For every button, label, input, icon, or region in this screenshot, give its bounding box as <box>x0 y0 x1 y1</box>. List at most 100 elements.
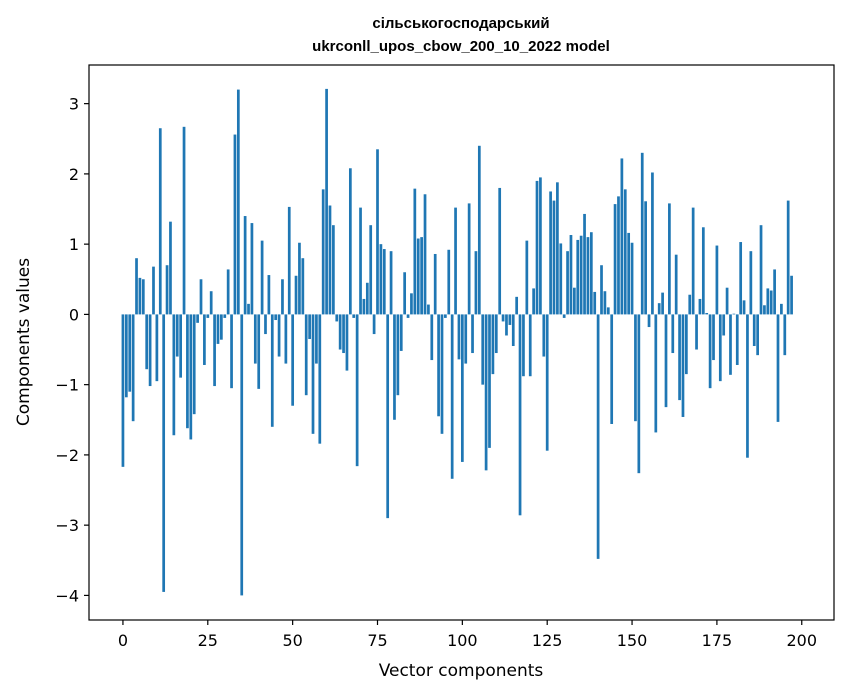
bar <box>725 287 729 315</box>
bar <box>250 223 254 315</box>
bar <box>158 128 162 315</box>
bar <box>691 207 695 315</box>
y-tick-label: 3 <box>69 95 79 114</box>
bar <box>223 314 227 318</box>
bars-group <box>121 88 793 596</box>
bar <box>345 314 349 371</box>
bar <box>457 314 461 360</box>
bar <box>257 314 261 389</box>
bar <box>783 314 787 356</box>
bar <box>780 303 783 315</box>
bar <box>186 314 189 429</box>
bar <box>321 189 325 315</box>
bar <box>746 314 749 458</box>
bar <box>406 314 410 318</box>
bar <box>203 314 206 365</box>
bar <box>209 291 213 315</box>
bar <box>386 314 390 519</box>
bar <box>718 314 722 382</box>
bar <box>722 314 726 336</box>
bar <box>260 240 264 315</box>
bar <box>281 279 284 315</box>
bar <box>606 307 610 315</box>
bar <box>196 314 199 323</box>
bar <box>372 314 376 335</box>
bar <box>556 182 559 315</box>
bar <box>654 314 658 433</box>
bar <box>488 314 491 448</box>
bar <box>138 277 142 315</box>
bar <box>729 314 732 375</box>
y-axis-label: Components values <box>14 258 34 426</box>
bar <box>542 314 546 357</box>
bar <box>294 275 298 315</box>
bar <box>454 207 457 315</box>
bar <box>236 89 240 315</box>
bar <box>338 314 342 350</box>
bar <box>427 304 430 315</box>
bar <box>169 221 172 315</box>
bar <box>661 292 664 315</box>
bar <box>515 296 519 315</box>
bar <box>566 251 569 315</box>
bar <box>491 314 495 375</box>
bar <box>579 235 583 315</box>
bar <box>511 314 515 347</box>
bar <box>416 238 420 315</box>
bar <box>389 251 393 315</box>
bar <box>124 314 128 398</box>
bar <box>318 314 322 444</box>
bar <box>189 314 193 440</box>
bar <box>447 249 451 315</box>
y-tick-label: −3 <box>55 516 79 535</box>
bar <box>773 269 776 315</box>
bar <box>355 314 359 467</box>
bar <box>192 314 196 415</box>
bar <box>528 314 532 377</box>
x-axis-ticks: 0 25 50 75 100 125 150 175 200 <box>118 620 817 650</box>
bar <box>671 314 675 354</box>
bar <box>216 314 220 344</box>
bar <box>532 288 535 315</box>
bar <box>593 291 597 315</box>
x-tick-label: 25 <box>198 631 218 650</box>
bar <box>379 244 383 315</box>
bar <box>752 314 756 347</box>
bar <box>505 314 508 336</box>
bar <box>586 237 590 315</box>
bar <box>600 265 603 315</box>
bar <box>535 180 539 315</box>
bar <box>315 314 318 364</box>
bar <box>148 314 152 387</box>
bar <box>739 242 743 315</box>
bar <box>270 314 274 427</box>
bar <box>657 303 661 315</box>
x-tick-label: 125 <box>532 631 563 650</box>
bar <box>759 225 763 315</box>
bar <box>128 314 132 392</box>
bar <box>508 314 512 325</box>
y-tick-label: 0 <box>69 305 79 324</box>
x-tick-label: 175 <box>702 631 733 650</box>
bar <box>332 225 335 315</box>
bar <box>399 314 403 351</box>
bar <box>240 314 244 596</box>
bar <box>152 266 155 315</box>
bar <box>539 177 542 315</box>
bar <box>243 216 247 315</box>
bar <box>440 314 444 434</box>
y-tick-label: −2 <box>55 446 79 465</box>
bar <box>213 314 216 387</box>
x-tick-label: 150 <box>617 631 648 650</box>
x-axis-label: Vector components <box>379 661 544 681</box>
bar <box>403 272 407 315</box>
bar <box>640 152 644 315</box>
bar <box>467 203 471 315</box>
bar <box>498 187 502 315</box>
bar <box>610 314 614 424</box>
bar <box>311 314 315 434</box>
bar <box>382 249 386 315</box>
bar <box>518 314 522 516</box>
bar <box>365 282 369 315</box>
